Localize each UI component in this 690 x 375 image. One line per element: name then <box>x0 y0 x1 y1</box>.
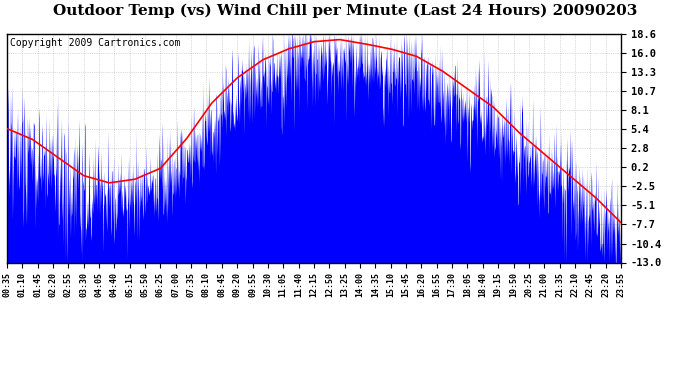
Text: Copyright 2009 Cartronics.com: Copyright 2009 Cartronics.com <box>10 38 180 48</box>
Text: Outdoor Temp (vs) Wind Chill per Minute (Last 24 Hours) 20090203: Outdoor Temp (vs) Wind Chill per Minute … <box>53 4 637 18</box>
